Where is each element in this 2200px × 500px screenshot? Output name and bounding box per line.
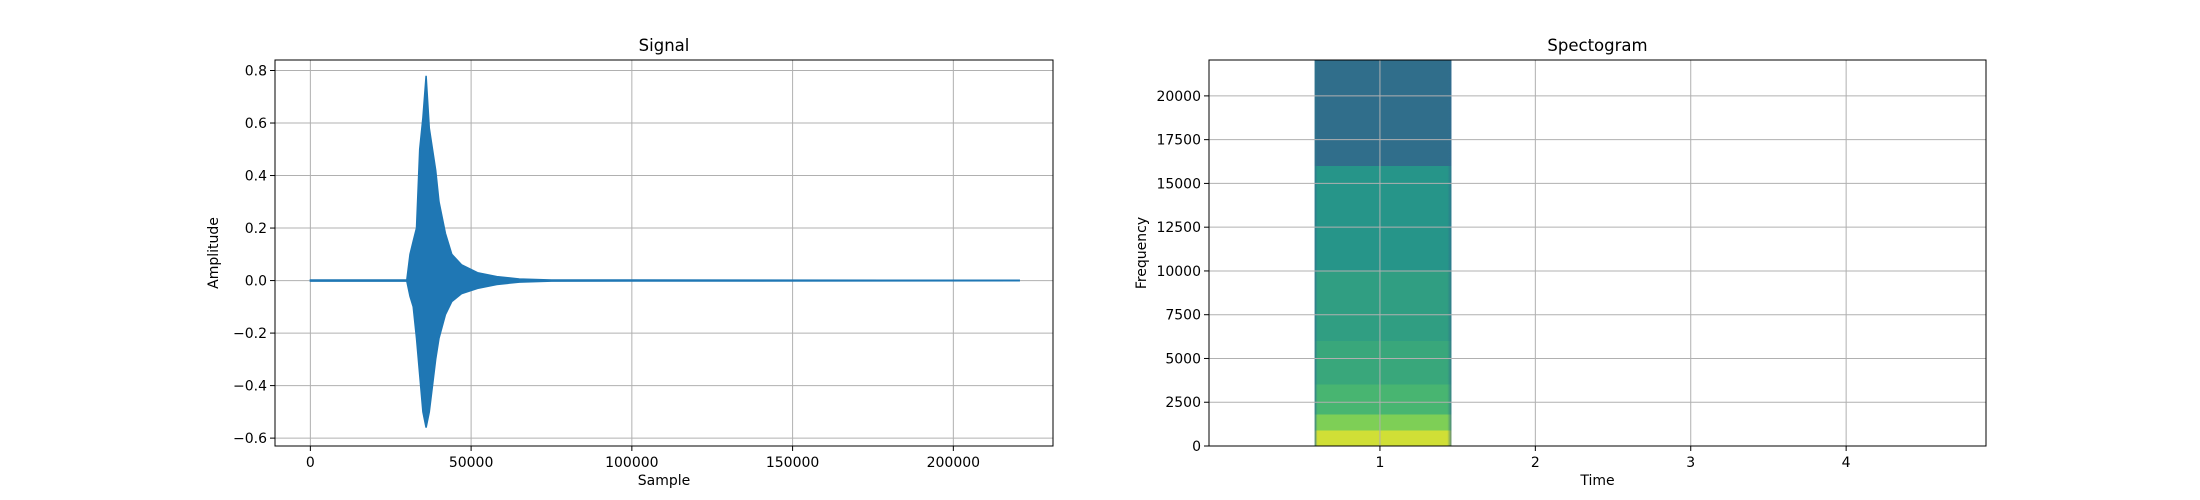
spectrogram-x-ticks: 1 2 3 4 (1375, 446, 1851, 471)
ax1-y-tick-label: 0.2 (245, 221, 267, 237)
signal-x-label: Sample (638, 473, 691, 489)
ax2-y-tick-label: 10000 (1156, 264, 1201, 280)
ax2-y-tick-label: 7500 (1165, 308, 1201, 324)
spectrogram-chart: 1 2 3 4 0 2500 5000 7500 10000 12500 15000 17500 20… (1134, 36, 1987, 489)
ax1-x-tick-label: 150000 (766, 455, 819, 471)
spectrogram-y-label: Frequency (1134, 217, 1150, 289)
ax2-y-tick-label: 15000 (1156, 176, 1201, 192)
signal-y-label: Amplitude (206, 217, 222, 289)
ax1-y-tick-label: 0.0 (245, 274, 267, 290)
ax2-y-tick-label: 20000 (1156, 89, 1201, 105)
signal-plot-frame (274, 59, 1054, 447)
ax2-y-tick-label: 17500 (1156, 133, 1201, 149)
ax1-y-tick-label: −0.2 (233, 326, 267, 342)
spectrogram-title: Spectogram (1547, 36, 1647, 55)
ax1-x-tick-label: 200000 (927, 455, 980, 471)
spectrogram-edge-shading (1314, 60, 1452, 446)
ax1-x-tick-label: 50000 (449, 455, 494, 471)
ax2-x-tick-label: 3 (1686, 455, 1695, 471)
ax2-y-tick-label: 5000 (1165, 351, 1201, 367)
ax1-y-tick-label: −0.4 (233, 379, 267, 395)
spectrogram-image (1314, 60, 1452, 446)
ax2-x-tick-label: 1 (1375, 455, 1384, 471)
ax1-x-tick-label: 0 (306, 455, 315, 471)
ax2-x-tick-label: 4 (1842, 455, 1851, 471)
signal-y-ticks: −0.6 −0.4 −0.2 0.0 0.2 0.4 0.6 0.8 (233, 64, 275, 447)
spectrogram-y-ticks: 0 2500 5000 7500 10000 12500 15000 17500 20000 (1156, 89, 1209, 455)
signal-x-ticks: 0 50000 100000 150000 200000 (306, 446, 980, 471)
signal-grid (275, 60, 1053, 446)
signal-title: Signal (639, 36, 690, 55)
signal-waveform (309, 75, 1020, 428)
ax2-y-tick-label: 0 (1192, 439, 1201, 455)
ax1-y-tick-label: 0.8 (245, 64, 267, 80)
spectrogram-plot-frame (1208, 59, 1987, 447)
ax1-x-tick-label: 100000 (605, 455, 658, 471)
ax2-x-tick-label: 2 (1531, 455, 1540, 471)
ax1-y-tick-label: 0.6 (245, 116, 267, 132)
spectrogram-x-label: Time (1579, 473, 1614, 489)
ax2-y-tick-label: 2500 (1165, 395, 1201, 411)
ax2-y-tick-label: 12500 (1156, 220, 1201, 236)
signal-chart: 0 50000 100000 150000 200000 −0.6 −0.4 −0.2 0.0… (206, 36, 1054, 489)
ax1-y-tick-label: −0.6 (233, 431, 267, 447)
ax1-y-tick-label: 0.4 (245, 169, 267, 185)
